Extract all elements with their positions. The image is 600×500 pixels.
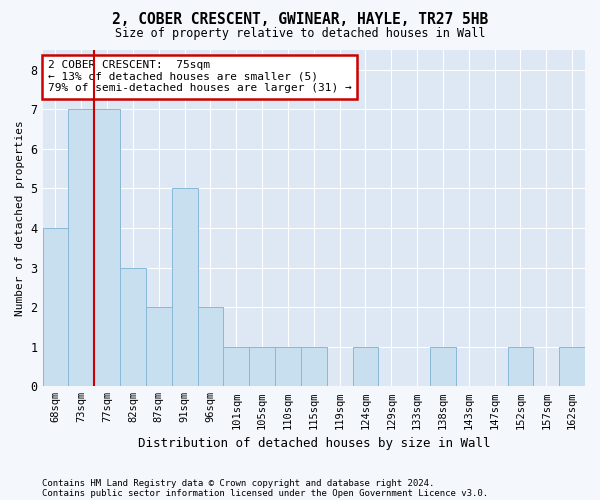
Text: Contains HM Land Registry data © Crown copyright and database right 2024.: Contains HM Land Registry data © Crown c… <box>42 478 434 488</box>
Bar <box>94 110 120 386</box>
Bar <box>43 228 68 386</box>
Bar <box>559 346 585 387</box>
Bar <box>68 110 94 386</box>
Bar <box>353 346 379 387</box>
Bar <box>120 268 146 386</box>
Text: Size of property relative to detached houses in Wall: Size of property relative to detached ho… <box>115 28 485 40</box>
Bar <box>249 346 275 387</box>
Text: Contains public sector information licensed under the Open Government Licence v3: Contains public sector information licen… <box>42 488 488 498</box>
Bar <box>508 346 533 387</box>
X-axis label: Distribution of detached houses by size in Wall: Distribution of detached houses by size … <box>137 437 490 450</box>
Bar <box>223 346 249 387</box>
Bar <box>172 188 197 386</box>
Bar <box>197 307 223 386</box>
Text: 2, COBER CRESCENT, GWINEAR, HAYLE, TR27 5HB: 2, COBER CRESCENT, GWINEAR, HAYLE, TR27 … <box>112 12 488 28</box>
Bar <box>146 307 172 386</box>
Text: 2 COBER CRESCENT:  75sqm
← 13% of detached houses are smaller (5)
79% of semi-de: 2 COBER CRESCENT: 75sqm ← 13% of detache… <box>48 60 352 94</box>
Y-axis label: Number of detached properties: Number of detached properties <box>15 120 25 316</box>
Bar <box>430 346 456 387</box>
Bar <box>301 346 326 387</box>
Bar <box>275 346 301 387</box>
